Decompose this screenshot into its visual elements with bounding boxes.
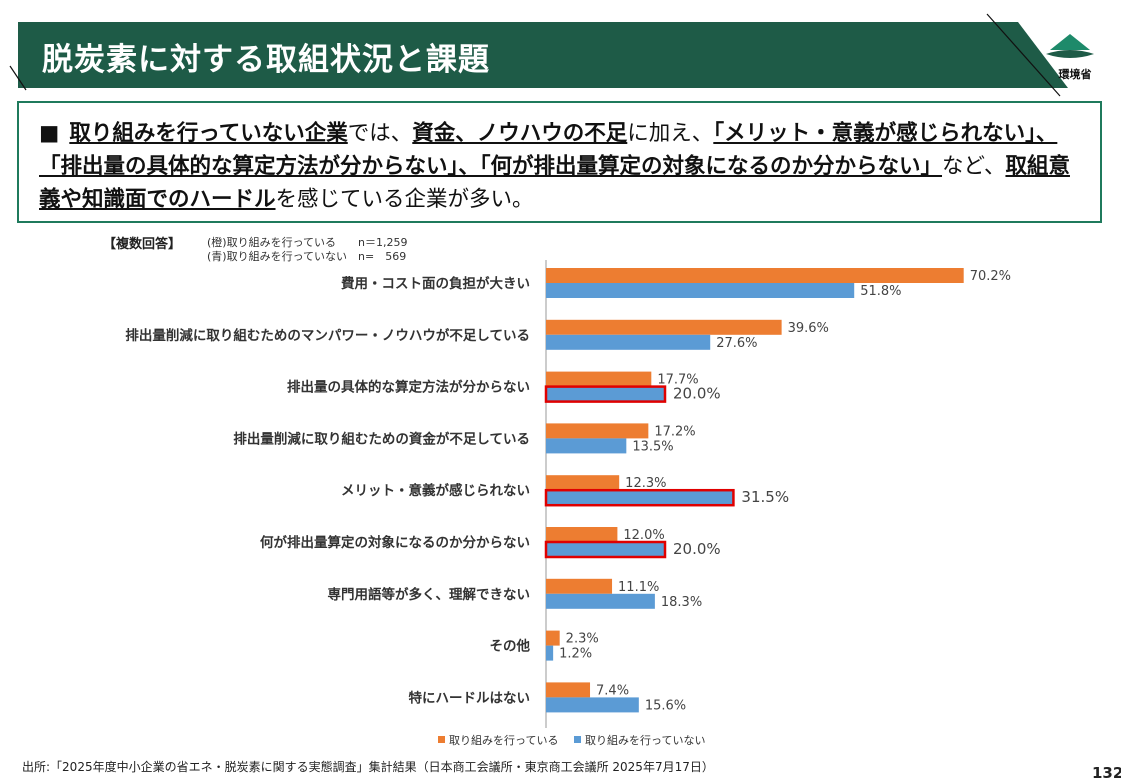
bar-orange bbox=[546, 268, 964, 283]
bar-orange bbox=[546, 630, 560, 646]
summary-part: では、 bbox=[347, 121, 413, 146]
bullet-square: ■ bbox=[39, 121, 60, 146]
summary-part: 取り組みを行っていない企業 bbox=[69, 121, 348, 146]
category-label: その他 bbox=[490, 638, 531, 655]
page-number: 132 bbox=[1092, 764, 1121, 782]
highlight-box bbox=[544, 540, 667, 559]
value-label: 20.0% bbox=[673, 385, 721, 403]
summary-part: を感じている企業が多い。 bbox=[275, 187, 534, 212]
category-label: 何が排出量算定の対象になるのか分からない bbox=[260, 534, 530, 551]
category-label: 排出量の具体的な算定方法が分からない bbox=[287, 379, 530, 396]
bar-blue bbox=[546, 334, 711, 350]
value-label: 1.2% bbox=[559, 647, 592, 662]
category-label: 特にハードルはない bbox=[409, 689, 531, 706]
sample-size-orange: (橙)取り組みを行っている n＝1,259 bbox=[207, 236, 408, 249]
summary-part: 資金、ノウハウの不足 bbox=[412, 121, 628, 146]
bar-orange bbox=[546, 578, 613, 594]
bar-blue bbox=[546, 645, 554, 661]
value-label: 51.8% bbox=[860, 284, 901, 299]
bar-orange bbox=[546, 371, 652, 387]
bar-blue bbox=[546, 542, 665, 557]
value-label: 20.0% bbox=[673, 540, 721, 558]
value-label: 70.2% bbox=[970, 269, 1011, 284]
category-label: 費用・コスト面の負担が大きい bbox=[341, 275, 530, 292]
value-label: 17.7% bbox=[657, 373, 698, 388]
summary-part: 「メリット・意義が感じられない」、「排出量の具体的な算定方法が分からない」、「何… bbox=[39, 121, 1058, 179]
value-label: 17.2% bbox=[654, 424, 695, 439]
category-label: メリット・意義が感じられない bbox=[341, 482, 530, 499]
page-title: 脱炭素に対する取組状況と課題 bbox=[42, 42, 490, 78]
bar-orange bbox=[546, 475, 620, 491]
legend-entry: 取り組みを行っていない bbox=[585, 734, 705, 747]
value-label: 7.4% bbox=[596, 683, 629, 698]
bar-orange bbox=[546, 527, 618, 542]
value-label: 12.3% bbox=[625, 476, 666, 491]
legend-entry: 取り組みを行っている bbox=[449, 734, 558, 747]
summary-part: 取組意義や知識面でのハードル bbox=[39, 154, 1070, 212]
summary-text: ■ 取り組みを行っていない企業では、資金、ノウハウの不足に加え、「メリット・意義が… bbox=[39, 117, 1089, 216]
legend-swatch bbox=[438, 736, 445, 743]
category-label: 排出量削減に取り組むためのマンパワー・ノウハウが不足している bbox=[125, 327, 530, 344]
multi-answer-label: 【複数回答】 bbox=[103, 237, 182, 252]
category-label: 排出量削減に取り組むための資金が不足している bbox=[233, 430, 530, 447]
category-label: 専門用語等が多く、理解できない bbox=[328, 586, 531, 603]
legend-swatch bbox=[574, 736, 581, 743]
value-label: 12.0% bbox=[623, 528, 664, 543]
value-label: 15.6% bbox=[645, 698, 686, 713]
value-label: 11.1% bbox=[618, 580, 659, 595]
bar-orange bbox=[546, 682, 591, 698]
highlight-box bbox=[544, 488, 735, 507]
ministry-logo: 環境省 bbox=[1040, 24, 1110, 84]
summary-part: など、 bbox=[942, 154, 1006, 179]
ministry-logo-label: 環境省 bbox=[1058, 68, 1092, 81]
value-label: 27.6% bbox=[716, 336, 757, 351]
value-label: 2.3% bbox=[566, 632, 599, 647]
title-banner: 脱炭素に対する取組状況と課題 bbox=[18, 22, 1068, 88]
bar-orange bbox=[546, 423, 649, 439]
title-banner-shape bbox=[18, 22, 1068, 88]
value-label: 18.3% bbox=[661, 595, 702, 610]
sample-size-blue: (青)取り組みを行っていない n= 569 bbox=[207, 250, 407, 263]
bar-blue bbox=[546, 283, 855, 298]
source-note: 出所:「2025年度中小企業の省エネ・脱炭素に関する実態調査」集計結果（日本商工… bbox=[22, 760, 714, 774]
highlight-box bbox=[544, 385, 667, 403]
bar-blue bbox=[546, 593, 655, 609]
banner-diagonal-lines bbox=[9, 13, 1061, 97]
value-label: 13.5% bbox=[632, 439, 673, 454]
bar-chart: 費用・コスト面の負担が大きい 70.2% 51.8% 排出量削減に取り組むためのマンパ… bbox=[125, 260, 1011, 747]
summary-part: に加え、 bbox=[627, 121, 714, 146]
bar-orange bbox=[546, 319, 782, 335]
bar-blue bbox=[546, 490, 734, 506]
value-label: 39.6% bbox=[788, 321, 829, 336]
ministry-logo-icon bbox=[1046, 34, 1094, 58]
bar-blue bbox=[546, 386, 665, 402]
value-label: 31.5% bbox=[741, 488, 789, 506]
bar-blue bbox=[546, 697, 639, 713]
chart-area: 【複数回答】 (橙)取り組みを行っている n＝1,259 (青)取り組みを行って… bbox=[0, 228, 1121, 760]
bar-blue bbox=[546, 438, 627, 454]
summary-box: ■ 取り組みを行っていない企業では、資金、ノウハウの不足に加え、「メリット・意義が… bbox=[17, 101, 1102, 223]
